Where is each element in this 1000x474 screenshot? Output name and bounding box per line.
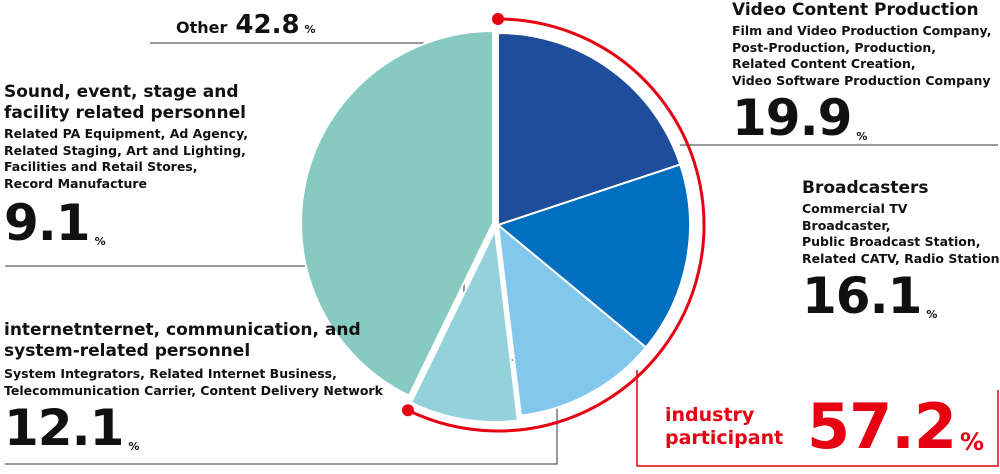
pie-slice-internet-communication (496, 222, 648, 417)
broadcasters-detail: Commercial TV Broadcaster, Public Broadc… (802, 201, 1000, 266)
label-sound-event: Sound, event, stage and facility related… (4, 82, 248, 248)
other-unit: % (304, 23, 316, 36)
other-value: 42.8 (235, 10, 300, 40)
broadcasters-unit: % (926, 308, 938, 321)
industry-value: 57.2 (807, 390, 957, 463)
broadcasters-title: Broadcasters (802, 178, 929, 198)
pie-slice-video-content-production (497, 31, 682, 227)
internet-detail: System Integrators, Related Internet Bus… (4, 366, 383, 398)
internet-value: 12.1 (4, 399, 124, 457)
pie-slice-broadcasters (495, 163, 691, 349)
broadcasters-value: 16.1 (802, 267, 922, 325)
industry-bracket-arc (407, 17, 706, 433)
label-internet-communication: internetnternet, communication, and syst… (4, 320, 383, 453)
internet-title: internetnternet, communication, and syst… (4, 320, 361, 361)
video-detail: Film and Video Production Company, Post-… (732, 23, 992, 88)
industry-bracket-start-dot (492, 13, 504, 25)
label-industry-participant: industry participant 57.2 % (665, 390, 985, 463)
sound-title: Sound, event, stage and facility related… (4, 82, 246, 123)
label-broadcasters: Broadcasters Commercial TV Broadcaster, … (802, 178, 1000, 321)
video-title: Video Content Production (732, 0, 979, 20)
leader-line-industry (636, 370, 999, 467)
other-title: Other (176, 18, 228, 37)
industry-label: industry participant (665, 404, 784, 449)
internet-unit: % (128, 440, 140, 453)
pie-slice-other (300, 29, 494, 398)
pie-slice-sound-event (409, 226, 519, 423)
sound-unit: % (94, 235, 106, 248)
industry-bracket-end-dot (401, 404, 414, 417)
sound-detail: Related PA Equipment, Ad Agency, Related… (4, 126, 249, 191)
label-video-content-production: Video Content Production Film and Video … (732, 0, 992, 143)
label-other: Other 42.8 % (176, 10, 316, 40)
video-value: 19.9 (732, 89, 852, 147)
video-unit: % (856, 130, 868, 143)
sound-value: 9.1 (4, 194, 91, 252)
industry-unit: % (959, 428, 985, 456)
